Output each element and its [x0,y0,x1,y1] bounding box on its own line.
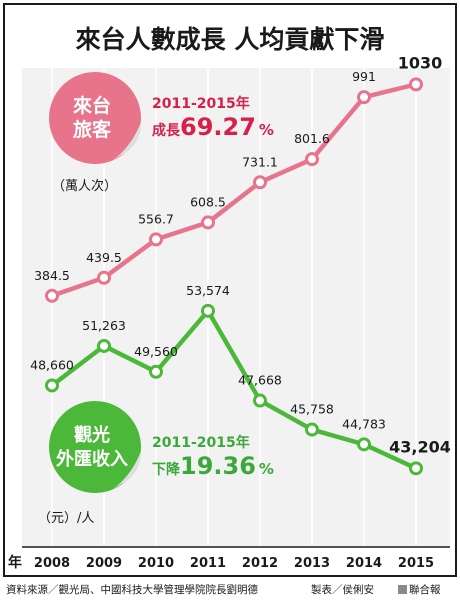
visitors-point-2008 [45,288,59,303]
visitors-point-2009 [97,270,111,285]
spending-unit: （元）/人 [38,511,94,526]
spending-point-2012 [253,393,267,408]
spending-badge-line1: 觀光 [74,424,110,446]
x-tick-2011: 2011 [190,556,226,571]
visitors-label-2015: 1030 [398,53,443,72]
spending-point-2010 [149,364,163,379]
spending-point-2011 [201,303,215,318]
x-tick-2015: 2015 [398,556,434,571]
visitors-badge: 來台 旅客 [49,72,142,164]
spending-decline-value: 19.36 [180,452,256,480]
spending-badge-line2: 外匯收入 [56,448,128,470]
spending-decline-period: 2011-2015年 [152,434,250,451]
visitors-point-2010 [149,232,163,247]
visitors-growth-pct: % [259,121,274,139]
spending-point-2008 [45,378,59,393]
visitors-point-2013 [305,152,319,167]
visitors-point-2012 [253,175,267,190]
spending-label-2010: 49,560 [134,344,178,359]
spending-label-2015: 43,204 [389,437,451,456]
spending-label-2013: 45,758 [290,402,334,417]
visitors-point-2015 [409,77,423,92]
series-visitors: 384.5 439.5 556.7 608.5 731.1 801.6 991 1030 [34,53,443,303]
x-tick-2013: 2013 [294,556,330,571]
visitors-point-2011 [201,215,215,230]
outer-border [3,3,457,577]
spending-badge-circle [49,401,141,493]
visitors-label-2012: 731.1 [242,154,278,169]
spending-label-2011: 53,574 [186,283,230,298]
spending-point-2013 [305,422,319,437]
visitors-label-2013: 801.6 [294,131,330,146]
visitors-growth-label: 成長 [152,122,181,139]
spending-decline-pct: % [259,460,274,478]
visitors-label-2014: 991 [352,69,376,84]
spending-label-2008: 48,660 [30,357,74,372]
spending-decline-label: 下降 [152,461,181,478]
spending-point-2015 [409,461,423,476]
spending-label-2012: 47,668 [238,373,282,388]
visitors-label-2011: 608.5 [190,194,226,209]
visitors-point-2014 [357,90,371,105]
visitors-growth-value: 69.27 [180,113,256,141]
spending-label-2014: 44,783 [342,416,386,431]
spending-badge: 觀光 外匯收入 [49,401,142,493]
visitors-badge-curl [113,122,142,160]
visitors-unit: （萬人次） [52,178,117,194]
footer-maker: 製表／侯俐安 [311,583,374,596]
visitors-badge-line2: 旅客 [73,118,112,141]
series-spending: 48,660 51,263 49,560 53,574 47,668 45,758 44,7… [30,283,451,476]
visitors-badge-line1: 來台 [73,94,111,117]
visitors-label-2008: 384.5 [34,268,70,283]
x-tick-2014: 2014 [346,556,382,571]
visitors-growth-text: 成長69.27% [152,113,274,141]
footer-publisher: 聯合報 [409,583,441,596]
visitors-label-2009: 439.5 [86,250,122,265]
visitors-badge-circle [49,72,141,164]
spending-label-2009: 51,263 [82,318,126,333]
publisher-square-icon [398,585,407,594]
x-axis-prefix: 年 [8,554,22,571]
spending-point-2009 [97,338,111,353]
visitors-label-2010: 556.7 [138,211,174,226]
chart-title: 來台人數成長 人均貢獻下滑 [76,25,385,54]
spending-decline-text: 下降19.36% [152,452,274,480]
x-tick-2010: 2010 [138,556,174,571]
spending-point-2014 [357,437,371,452]
x-axis-ticks: 2008 2009 2010 2011 2012 2013 2014 2015 [34,556,434,571]
x-tick-2012: 2012 [242,556,278,571]
visitors-line [49,82,419,299]
spending-badge-curl [113,451,142,489]
x-tick-2009: 2009 [86,556,122,571]
visitors-growth-period: 2011-2015年 [152,95,250,112]
footer-source: 資料來源／觀光局、中國科技大學管理學院院長劉明德 [6,583,258,596]
x-tick-2008: 2008 [34,556,70,571]
spending-line [49,308,419,471]
